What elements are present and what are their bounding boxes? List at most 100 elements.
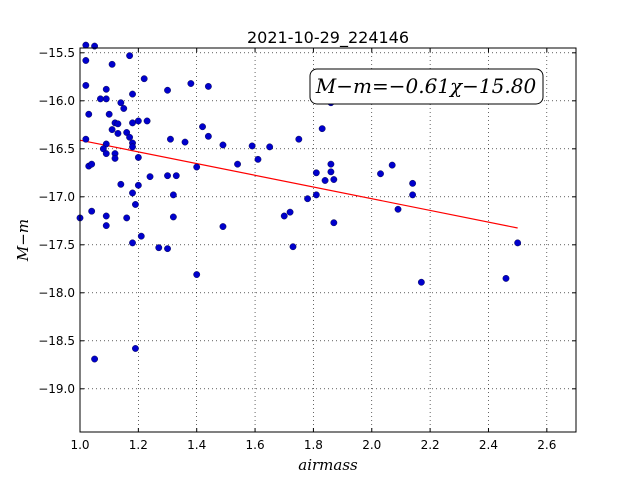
data-point (327, 168, 335, 176)
data-point (82, 135, 90, 143)
data-point (187, 80, 195, 87)
data-point (254, 155, 262, 163)
data-point (330, 176, 338, 183)
data-point (409, 179, 417, 187)
data-points (76, 41, 522, 363)
data-point (134, 181, 142, 189)
data-point (117, 99, 125, 107)
y-tick-label: −18.5 (38, 334, 75, 348)
data-point (204, 83, 212, 90)
annotation-box (309, 68, 544, 105)
data-point (289, 243, 297, 251)
axis-ticks (79, 48, 576, 432)
y-axis-label: M−m (14, 219, 32, 262)
data-point (204, 132, 212, 140)
data-point (129, 119, 136, 127)
x-tick-labels: 1.0 1.2 1.4 1.6 1.8 2.0 2.2 2.4 2.6 (70, 438, 556, 452)
y-tick-label: −19.0 (38, 382, 75, 396)
data-point (199, 123, 206, 131)
x-tick-label: 2.0 (362, 438, 381, 452)
y-tick-label: −18.0 (38, 286, 75, 300)
data-point (394, 205, 402, 213)
data-point (330, 219, 338, 227)
data-point (126, 52, 134, 60)
data-point (88, 207, 96, 215)
y-tick-labels: −15.5 −16.0 −16.5 −17.0 −17.5 −18.0 −18.5 −19.0 (38, 46, 75, 396)
data-point (105, 110, 113, 118)
x-tick-label: 2.4 (479, 438, 498, 452)
data-point (502, 274, 510, 282)
data-point (134, 154, 142, 161)
data-point (129, 189, 136, 197)
data-point (114, 120, 122, 128)
data-point (132, 345, 139, 352)
data-point (132, 201, 139, 208)
data-point (123, 214, 131, 222)
data-point (164, 86, 171, 94)
x-tick-label: 1.0 (70, 438, 89, 452)
data-point (266, 143, 274, 151)
data-point (388, 161, 396, 169)
data-point (102, 95, 110, 103)
data-point (102, 150, 110, 158)
data-point (129, 90, 136, 98)
y-tick-label: −16.5 (38, 142, 75, 156)
data-point (164, 245, 171, 253)
plot-frame (79, 47, 577, 433)
data-point (248, 142, 256, 150)
data-point (111, 154, 119, 162)
data-point (134, 117, 142, 125)
x-tick-label: 2.6 (537, 438, 556, 452)
data-point (108, 60, 116, 68)
data-point (409, 191, 417, 199)
data-point (146, 173, 154, 181)
x-tick-label: 1.2 (129, 438, 148, 452)
data-point (117, 180, 125, 188)
data-point (312, 191, 320, 199)
data-point (417, 278, 425, 286)
data-point (295, 135, 303, 143)
y-tick-label: −16.0 (38, 94, 75, 108)
data-point (120, 105, 128, 112)
data-point (114, 130, 122, 137)
fit-equation: M−m=−0.61χ−15.80 (315, 74, 537, 98)
y-tick-label: −15.5 (38, 46, 75, 60)
data-point (140, 75, 148, 83)
data-point (514, 239, 522, 247)
data-point (85, 110, 93, 118)
data-point (169, 191, 177, 199)
data-point (327, 160, 335, 168)
chart-title: 2021-10-29_224146 (247, 28, 409, 48)
data-point (318, 125, 326, 133)
data-point (88, 160, 96, 168)
data-point (219, 223, 227, 230)
data-point (82, 82, 90, 89)
grid (80, 48, 576, 432)
data-point (219, 141, 227, 149)
fit-annotation: M−m=−0.61χ−15.80 (309, 68, 544, 105)
data-point (126, 133, 134, 141)
x-tick-label: 2.2 (421, 438, 440, 452)
data-point (108, 126, 116, 134)
data-point (167, 135, 174, 143)
data-point (286, 208, 294, 216)
data-point (129, 239, 136, 247)
data-point (97, 95, 104, 103)
data-point (164, 172, 171, 180)
fit-line-group (79, 139, 518, 229)
data-point (137, 232, 145, 240)
data-point (82, 57, 90, 64)
data-point (91, 355, 98, 363)
data-point (172, 172, 180, 180)
data-point (377, 170, 384, 178)
x-tick-label: 1.4 (187, 438, 206, 452)
data-point (82, 41, 90, 49)
data-point (234, 160, 241, 168)
plot-area (80, 48, 576, 432)
data-point (181, 138, 189, 146)
x-tick-label: 1.6 (246, 438, 265, 452)
data-point (129, 143, 136, 151)
data-point (102, 222, 110, 230)
fit-line (79, 139, 518, 229)
